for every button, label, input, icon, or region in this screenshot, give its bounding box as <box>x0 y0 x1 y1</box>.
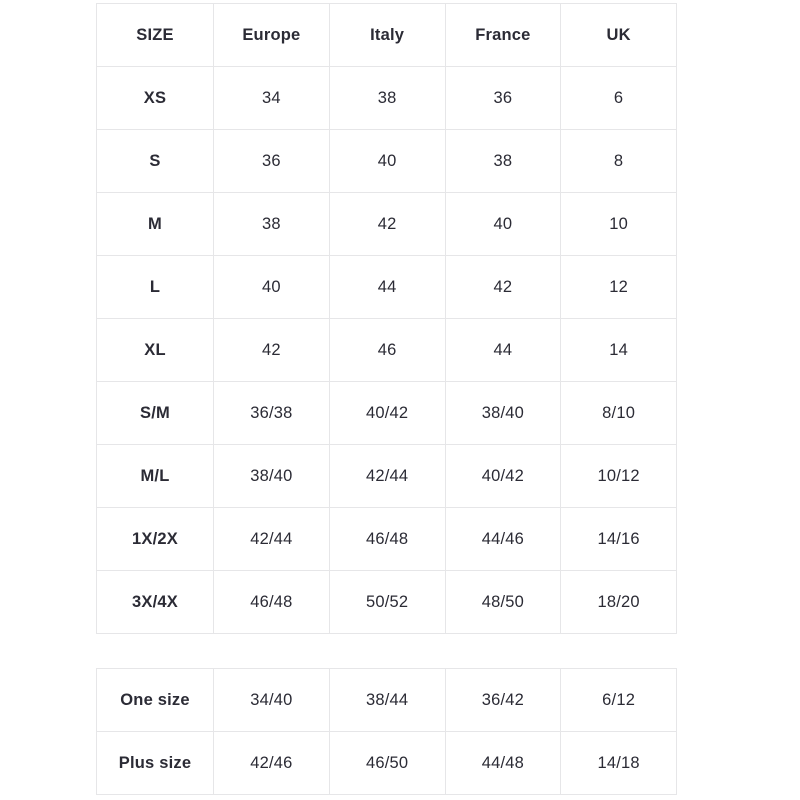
cell-europe: 46/48 <box>213 570 330 634</box>
table-row: Plus size 42/46 46/50 44/48 14/18 <box>96 731 677 795</box>
cell-europe: 34/40 <box>213 668 330 732</box>
cell-uk: 14/18 <box>560 731 677 795</box>
row-label: M <box>96 192 214 256</box>
row-label: One size <box>96 668 214 732</box>
table-row: XL 42 46 44 14 <box>96 318 677 382</box>
table-row: 1X/2X 42/44 46/48 44/46 14/16 <box>96 507 677 571</box>
cell-france: 42 <box>444 255 562 319</box>
cell-europe: 36 <box>213 129 330 193</box>
size-conversion-table: SIZE Europe Italy France UK XS 34 38 36 … <box>96 3 677 634</box>
cell-france: 38 <box>444 129 562 193</box>
cell-uk: 10/12 <box>560 444 677 508</box>
cell-italy: 46/48 <box>328 507 446 571</box>
cell-italy: 40/42 <box>328 381 446 445</box>
cell-europe: 42/44 <box>213 507 330 571</box>
column-header-uk: UK <box>560 3 677 67</box>
cell-europe: 38 <box>213 192 330 256</box>
row-label: XS <box>96 66 214 130</box>
cell-italy: 50/52 <box>328 570 446 634</box>
table-row: 3X/4X 46/48 50/52 48/50 18/20 <box>96 570 677 634</box>
row-label: L <box>96 255 214 319</box>
cell-france: 38/40 <box>444 381 562 445</box>
column-header-italy: Italy <box>328 3 446 67</box>
cell-uk: 6 <box>560 66 677 130</box>
cell-france: 44/48 <box>444 731 562 795</box>
column-header-france: France <box>444 3 562 67</box>
cell-uk: 14 <box>560 318 677 382</box>
cell-italy: 46/50 <box>328 731 446 795</box>
cell-uk: 18/20 <box>560 570 677 634</box>
cell-france: 40/42 <box>444 444 562 508</box>
cell-europe: 38/40 <box>213 444 330 508</box>
table-body: One size 34/40 38/44 36/42 6/12 Plus siz… <box>96 668 677 795</box>
cell-italy: 44 <box>328 255 446 319</box>
cell-france: 36/42 <box>444 668 562 732</box>
row-label: XL <box>96 318 214 382</box>
table-header: SIZE Europe Italy France UK <box>96 3 677 67</box>
row-label: Plus size <box>96 731 214 795</box>
table-row: S 36 40 38 8 <box>96 129 677 193</box>
cell-europe: 40 <box>213 255 330 319</box>
cell-europe: 34 <box>213 66 330 130</box>
cell-france: 40 <box>444 192 562 256</box>
cell-italy: 38 <box>328 66 446 130</box>
table-row: One size 34/40 38/44 36/42 6/12 <box>96 668 677 732</box>
cell-france: 44/46 <box>444 507 562 571</box>
cell-uk: 10 <box>560 192 677 256</box>
table-body: XS 34 38 36 6 S 36 40 38 8 M 38 42 40 10 <box>96 66 677 634</box>
cell-france: 44 <box>444 318 562 382</box>
general-size-table: One size 34/40 38/44 36/42 6/12 Plus siz… <box>96 668 677 795</box>
row-label: S <box>96 129 214 193</box>
cell-europe: 42/46 <box>213 731 330 795</box>
cell-uk: 14/16 <box>560 507 677 571</box>
cell-uk: 6/12 <box>560 668 677 732</box>
table-row: M 38 42 40 10 <box>96 192 677 256</box>
cell-italy: 42/44 <box>328 444 446 508</box>
cell-france: 36 <box>444 66 562 130</box>
cell-italy: 42 <box>328 192 446 256</box>
table-header-row: SIZE Europe Italy France UK <box>96 3 677 67</box>
row-label: 1X/2X <box>96 507 214 571</box>
cell-europe: 42 <box>213 318 330 382</box>
table-row: XS 34 38 36 6 <box>96 66 677 130</box>
cell-italy: 40 <box>328 129 446 193</box>
cell-italy: 38/44 <box>328 668 446 732</box>
table-row: L 40 44 42 12 <box>96 255 677 319</box>
cell-uk: 8 <box>560 129 677 193</box>
row-label: M/L <box>96 444 214 508</box>
column-header-europe: Europe <box>213 3 330 67</box>
cell-uk: 8/10 <box>560 381 677 445</box>
row-label: 3X/4X <box>96 570 214 634</box>
column-header-size: SIZE <box>96 3 214 67</box>
row-label: S/M <box>96 381 214 445</box>
cell-uk: 12 <box>560 255 677 319</box>
cell-france: 48/50 <box>444 570 562 634</box>
table-row: S/M 36/38 40/42 38/40 8/10 <box>96 381 677 445</box>
cell-europe: 36/38 <box>213 381 330 445</box>
cell-italy: 46 <box>328 318 446 382</box>
table-row: M/L 38/40 42/44 40/42 10/12 <box>96 444 677 508</box>
